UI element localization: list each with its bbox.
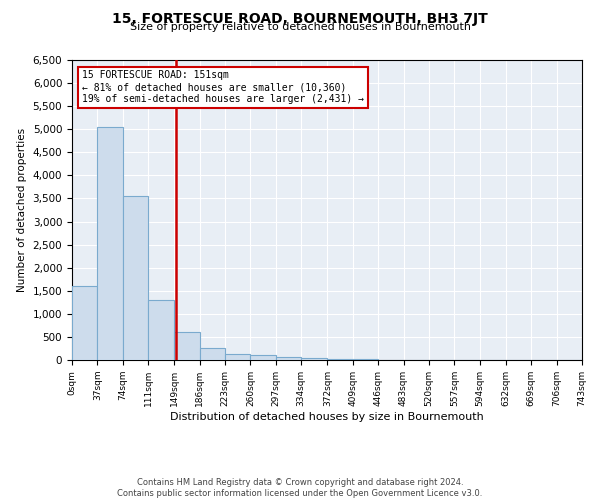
Bar xyxy=(276,357,301,360)
X-axis label: Distribution of detached houses by size in Bournemouth: Distribution of detached houses by size … xyxy=(170,412,484,422)
Bar xyxy=(200,348,225,360)
Bar xyxy=(353,359,378,360)
Text: 15 FORTESCUE ROAD: 151sqm
← 81% of detached houses are smaller (10,360)
19% of s: 15 FORTESCUE ROAD: 151sqm ← 81% of detac… xyxy=(82,70,364,104)
Bar xyxy=(97,127,123,360)
Bar xyxy=(301,358,328,360)
Bar xyxy=(225,354,250,360)
Bar xyxy=(174,332,200,360)
Bar xyxy=(328,358,353,360)
Y-axis label: Number of detached properties: Number of detached properties xyxy=(17,128,27,292)
Bar xyxy=(72,286,97,360)
Bar xyxy=(250,356,276,360)
Bar xyxy=(148,300,174,360)
Text: Contains HM Land Registry data © Crown copyright and database right 2024.
Contai: Contains HM Land Registry data © Crown c… xyxy=(118,478,482,498)
Text: Size of property relative to detached houses in Bournemouth: Size of property relative to detached ho… xyxy=(130,22,470,32)
Bar xyxy=(123,196,148,360)
Text: 15, FORTESCUE ROAD, BOURNEMOUTH, BH3 7JT: 15, FORTESCUE ROAD, BOURNEMOUTH, BH3 7JT xyxy=(112,12,488,26)
